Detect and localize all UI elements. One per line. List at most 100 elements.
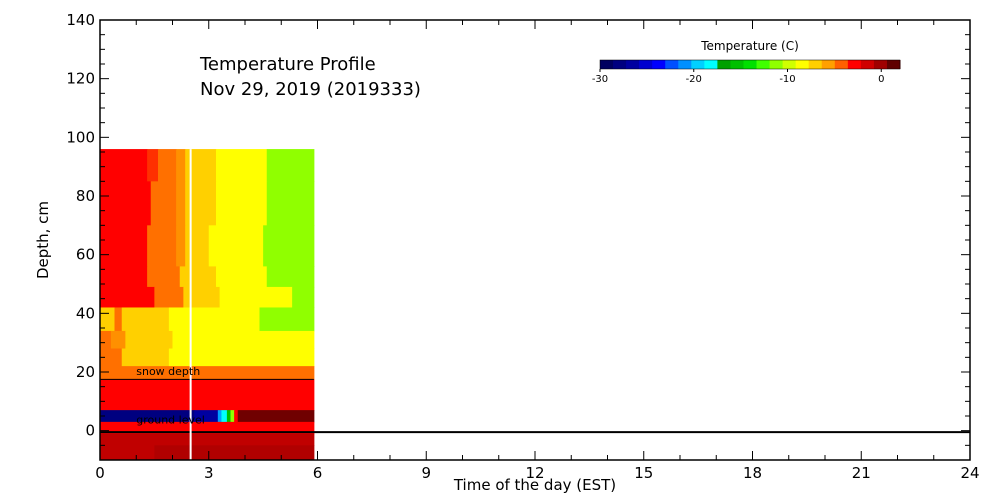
colorbar-tick-label: 0 (878, 74, 884, 85)
heatmap-cell-r2-c1 (147, 225, 177, 267)
heatmap-cell-r3-c2 (179, 266, 217, 288)
heatmap-cell-r7-c3 (216, 348, 315, 367)
colorbar-swatch (626, 60, 640, 69)
heatmap-cell-r4-c2 (183, 286, 221, 308)
heatmap-cell-r11-c0 (100, 421, 315, 435)
heatmap-cell-r2-c2 (176, 225, 186, 267)
colorbar-swatch (821, 60, 836, 69)
heatmap-cell-r10-c5 (230, 410, 235, 423)
colorbar-swatch (665, 60, 679, 69)
colorbar-swatch (704, 60, 718, 69)
reference-lines (100, 149, 970, 460)
colorbar-swatch (756, 60, 771, 69)
heatmap-cell-r1-c5 (266, 181, 315, 226)
colorbar-swatches (599, 59, 901, 70)
heatmap-cell-r6-c2 (125, 330, 174, 350)
colorbar-legend: Temperature (C) -30 -20 -10 0 (592, 39, 901, 85)
colorbar-tick-label: -30 (592, 74, 608, 85)
y-tick-label: 80 (76, 187, 95, 205)
heatmap-cell-r1-c0 (100, 181, 152, 226)
colorbar-swatch (808, 60, 823, 69)
heatmap-cell-r7-c0 (100, 348, 123, 367)
heatmap-cell-r1-c1 (150, 181, 177, 226)
x-tick-label: 21 (852, 464, 871, 482)
colorbar-swatch (678, 60, 692, 69)
heatmap-cell-r10-c1 (194, 410, 219, 423)
colorbar-swatch (795, 60, 810, 69)
ground-level-annotation: ground level (136, 413, 205, 426)
heatmap-cell-r5-c1 (114, 307, 123, 332)
heatmap-cell-r0-c1 (147, 149, 159, 182)
heatmap-cell-r6-c3 (172, 330, 315, 350)
colorbar-swatch (847, 60, 862, 69)
y-tick-label: 100 (66, 128, 95, 146)
colorbar-swatch (717, 60, 731, 69)
y-tick-label: 120 (66, 70, 95, 88)
heatmap-cell-r0-c5 (216, 149, 268, 182)
colorbar-swatch (886, 60, 901, 69)
colorbar-swatch (860, 60, 875, 69)
heatmap-cell-r13-c0 (100, 445, 155, 461)
colorbar-ticks: -30 -20 -10 0 (592, 69, 884, 85)
heatmap-cell-r4-c4 (292, 286, 315, 308)
heatmap-cell-r10-c3 (221, 410, 228, 423)
colorbar-swatch (743, 60, 758, 69)
heatmap-cell-r0-c3 (176, 149, 186, 182)
colorbar-frame (599, 59, 901, 70)
colorbar-tick-label: -10 (779, 74, 795, 85)
x-tick-label: 9 (421, 464, 431, 482)
colorbar-swatch (782, 60, 797, 69)
x-tick-label: 6 (313, 464, 323, 482)
heatmap-cells (100, 149, 315, 461)
colorbar-swatch (613, 60, 627, 69)
x-tick-label: 15 (634, 464, 653, 482)
heatmap-cell-r2-c4 (208, 225, 264, 267)
x-tick-label: 18 (743, 464, 762, 482)
y-axis-title: Depth, cm (34, 201, 52, 279)
y-tick-label: 20 (76, 363, 95, 381)
heatmap-cell-r10-c4 (226, 410, 232, 423)
heatmap-cell-r10-c6 (234, 410, 239, 423)
heatmap-cell-r4-c1 (154, 286, 184, 308)
heatmap-cell-r9-c0 (100, 379, 315, 411)
colorbar-swatch (730, 60, 744, 69)
heatmap-cell-r3-c0 (100, 266, 148, 288)
colorbar-swatch (834, 60, 849, 69)
axis-tick-labels: 0 3 6 9 12 15 18 21 24 0 20 40 60 80 100 120 140 (66, 11, 979, 482)
heatmap-cell-r4-c3 (219, 286, 293, 308)
x-tick-label: 3 (204, 464, 214, 482)
snow-depth-annotation: snow depth (136, 365, 200, 378)
heatmap-cell-r12-c0 (100, 433, 315, 446)
heatmap-cell-r2-c0 (100, 225, 148, 267)
colorbar-tick-label: -20 (686, 74, 702, 85)
y-tick-label: 140 (66, 11, 95, 29)
y-tick-label: 40 (76, 304, 95, 322)
heatmap-cell-r0-c2 (158, 149, 177, 182)
colorbar-swatch (652, 60, 666, 69)
heatmap-cell-r3-c4 (266, 266, 315, 288)
annotations: snow depth ground level (136, 365, 205, 426)
x-tick-label: 12 (525, 464, 544, 482)
heatmap-cell-r8-c0 (100, 366, 315, 380)
heatmap-cell-r10-c0 (100, 410, 195, 423)
colorbar-swatch (639, 60, 653, 69)
heatmap-cell-r7-c2 (168, 348, 217, 367)
heatmap-cell-r6-c0 (100, 330, 112, 350)
y-tick-label: 0 (85, 422, 95, 440)
heatmap-cell-r1-c2 (176, 181, 186, 226)
heatmap-cell-r4-c0 (100, 286, 155, 308)
colorbar-title: Temperature (C) (700, 39, 799, 53)
heatmap-cell-r2-c5 (263, 225, 315, 267)
heatmap-cell-r10-c7 (237, 410, 315, 423)
chart-title: Temperature Profile (199, 54, 376, 75)
axis-ticks (99, 19, 971, 461)
y-tick-label: 60 (76, 246, 95, 264)
heatmap-cell-r5-c3 (168, 307, 261, 332)
colorbar-swatch (691, 60, 705, 69)
heatmap-cell-r5-c2 (121, 307, 170, 332)
heatmap-cell-r10-c2 (217, 410, 222, 423)
heatmap-cell-r3-c3 (216, 266, 268, 288)
heatmap-cell-r0-c6 (266, 149, 315, 182)
